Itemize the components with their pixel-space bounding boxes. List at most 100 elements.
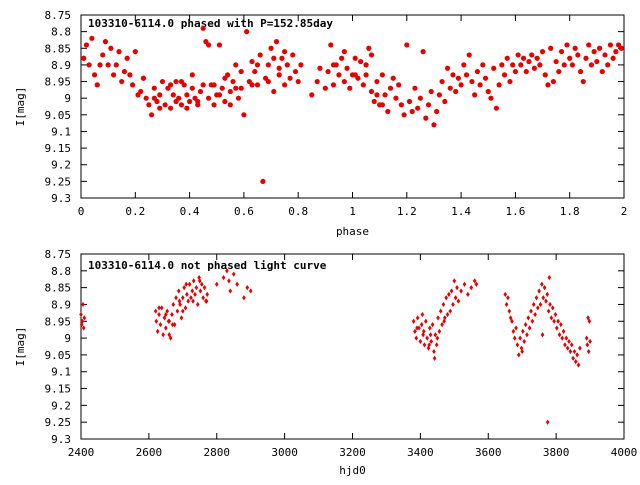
data-point — [527, 325, 532, 331]
data-point — [594, 58, 600, 65]
data-point — [206, 42, 212, 48]
data-point — [282, 82, 288, 88]
x-tick-label: 2 — [621, 205, 628, 218]
data-point — [379, 102, 385, 108]
data-point — [607, 42, 614, 48]
data-point — [171, 301, 176, 308]
data-point — [249, 58, 255, 65]
data-point — [368, 88, 375, 95]
y-tick-label: 8.75 — [45, 248, 72, 261]
data-point — [221, 274, 226, 281]
y-tick-label: 8.85 — [45, 282, 72, 295]
data-point — [83, 42, 90, 48]
data-point — [252, 68, 258, 75]
y-tick-label: 8.75 — [45, 9, 72, 22]
data-point — [438, 308, 443, 314]
data-point — [445, 311, 450, 318]
data-point — [431, 122, 437, 128]
data-point — [161, 332, 165, 338]
data-point — [245, 285, 250, 291]
x-tick-label: 2600 — [136, 446, 163, 459]
data-point — [190, 288, 195, 294]
data-point — [352, 55, 358, 61]
data-point — [185, 291, 189, 297]
data-point — [97, 62, 103, 68]
data-point — [292, 68, 299, 75]
data-point — [344, 65, 350, 71]
data-point — [542, 72, 548, 78]
data-point — [421, 328, 426, 334]
data-point — [529, 308, 533, 314]
data-point — [520, 55, 527, 61]
data-point — [544, 298, 548, 304]
data-point — [330, 82, 337, 88]
y-tick-label: 9.1 — [51, 125, 71, 138]
data-point — [529, 52, 535, 58]
data-point — [424, 318, 428, 324]
y-tick-label: 8.9 — [51, 59, 71, 72]
data-point — [254, 82, 261, 88]
data-point — [565, 345, 570, 351]
data-point — [507, 308, 512, 314]
data-point — [420, 49, 426, 55]
data-point — [423, 115, 429, 121]
data-point — [158, 322, 163, 328]
data-point — [235, 95, 242, 101]
data-point — [91, 72, 98, 78]
data-point — [560, 335, 565, 341]
data-point — [588, 62, 595, 68]
data-point — [442, 318, 446, 324]
data-point — [586, 42, 592, 48]
data-point — [504, 55, 510, 61]
data-point — [496, 82, 502, 88]
data-point — [225, 268, 229, 274]
data-point — [466, 52, 472, 58]
data-point — [537, 288, 541, 294]
y-tick-label: 8.8 — [51, 26, 71, 39]
data-point — [564, 335, 569, 341]
data-point — [430, 322, 435, 328]
data-point — [174, 295, 178, 301]
data-point — [415, 105, 421, 111]
data-point — [200, 281, 204, 287]
data-point — [548, 45, 554, 51]
data-point — [189, 85, 195, 91]
data-point — [151, 85, 157, 91]
data-point — [556, 68, 562, 75]
data-point — [387, 85, 394, 91]
data-point — [330, 62, 337, 68]
data-point — [417, 95, 423, 101]
data-point — [540, 281, 544, 287]
data-point — [418, 338, 423, 345]
data-point — [555, 325, 559, 331]
data-point — [602, 52, 608, 58]
data-point — [584, 335, 589, 341]
data-point — [143, 95, 149, 101]
data-point — [436, 315, 440, 321]
data-point — [546, 308, 551, 314]
data-point — [434, 108, 440, 115]
data-point — [587, 318, 592, 324]
data-point — [189, 72, 195, 78]
data-point — [157, 311, 161, 318]
data-point — [159, 78, 166, 85]
data-point — [429, 338, 434, 345]
x-tick-label: 0.8 — [288, 205, 308, 218]
data-point — [197, 278, 202, 284]
x-tick-label: 3000 — [271, 446, 298, 459]
data-point — [298, 62, 304, 68]
data-point — [415, 325, 419, 331]
data-point — [451, 301, 455, 308]
data-point — [538, 301, 543, 308]
data-point — [535, 305, 540, 311]
data-point — [569, 342, 574, 348]
data-point — [242, 295, 246, 301]
data-point — [276, 65, 282, 71]
chart-title: 103310-6114.0 not phased light curve — [88, 259, 327, 272]
data-point — [444, 295, 448, 301]
data-point — [231, 271, 236, 277]
data-point — [222, 75, 228, 81]
data-point — [540, 332, 545, 338]
x-tick-label: 1 — [349, 205, 356, 218]
data-point — [541, 295, 546, 301]
